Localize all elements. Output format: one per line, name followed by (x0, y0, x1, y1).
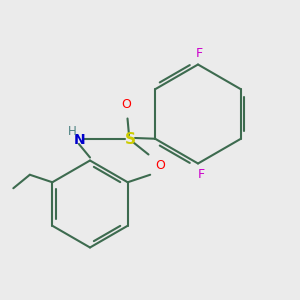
Text: F: F (197, 167, 205, 181)
Text: N: N (74, 133, 85, 146)
Text: H: H (68, 125, 76, 139)
Text: F: F (196, 47, 203, 61)
Text: S: S (125, 132, 136, 147)
Text: O: O (156, 159, 165, 172)
Text: O: O (121, 98, 131, 112)
